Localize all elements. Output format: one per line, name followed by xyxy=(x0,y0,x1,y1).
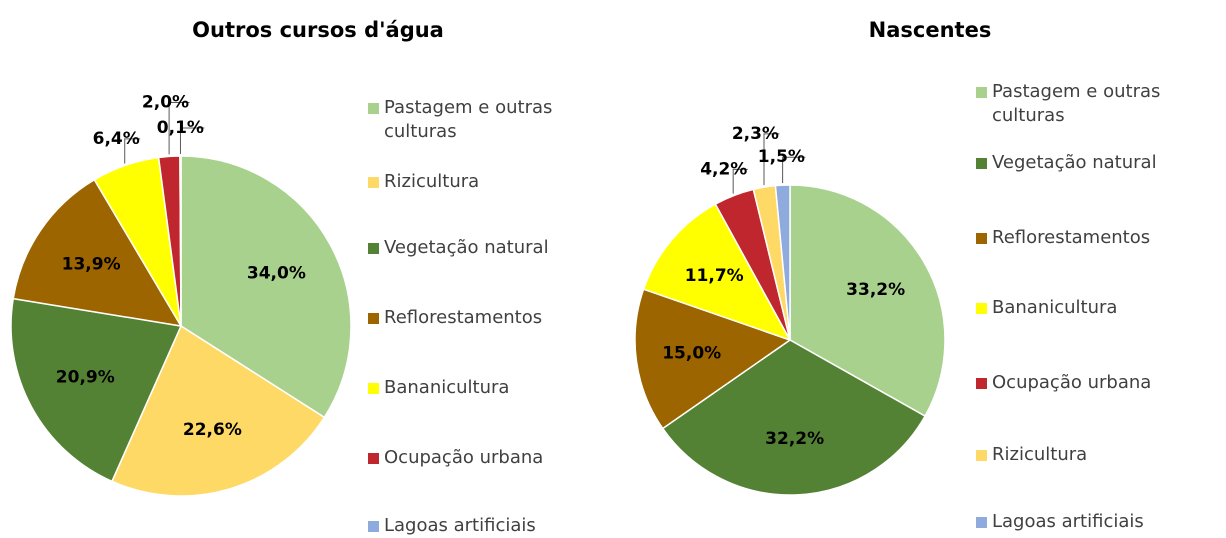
legend-swatch xyxy=(976,158,987,169)
leader-line xyxy=(782,156,806,184)
data-label: 20,9% xyxy=(56,368,115,388)
legend-label: Pastagem e outras culturas xyxy=(384,97,553,142)
legend-entry: Bananicultura xyxy=(368,376,614,400)
pie-slice xyxy=(10,297,183,483)
pie-slice xyxy=(110,324,326,497)
data-label: 2,0% xyxy=(142,93,189,113)
leader-line xyxy=(732,168,748,194)
leader-line xyxy=(763,133,780,186)
data-label: 1,5% xyxy=(758,147,805,167)
data-label: 4,2% xyxy=(700,159,747,179)
legend-entry: Bananicultura xyxy=(976,296,1222,320)
legend-label: Lagoas artificiais xyxy=(384,515,536,536)
legend-entry: Reflorestamentos xyxy=(368,306,614,330)
pie-slice xyxy=(634,288,792,430)
legend-label: Rizicultura xyxy=(992,444,1088,465)
leader-line xyxy=(168,102,190,155)
legend-entry: Lagoas artificiais xyxy=(368,514,614,538)
legend-swatch xyxy=(368,103,379,114)
data-label: 33,2% xyxy=(846,280,905,300)
legend-entry: Ocupação urbana xyxy=(368,446,614,470)
data-label: 0,1% xyxy=(157,118,204,138)
pie-slice xyxy=(642,203,792,342)
pie-slice xyxy=(774,184,791,341)
data-label: 34,0% xyxy=(247,264,306,284)
data-label: 22,6% xyxy=(183,420,242,440)
legend-swatch xyxy=(368,177,379,188)
legend-swatch xyxy=(368,243,379,254)
legend-label: Vegetação natural xyxy=(992,152,1157,173)
legend-swatch xyxy=(976,87,987,98)
legend-entry: Vegetação natural xyxy=(976,151,1222,175)
pie-slice xyxy=(12,178,183,327)
legend-label: Bananicultura xyxy=(992,297,1118,318)
leader-line xyxy=(124,138,141,164)
data-label: 32,2% xyxy=(765,429,824,449)
chart-title: Nascentes xyxy=(868,18,992,42)
chart-title: Outros cursos d'água xyxy=(192,18,444,42)
legend-label: Ocupação urbana xyxy=(992,372,1152,393)
data-label: 15,0% xyxy=(662,344,721,364)
legend-entry: Reflorestamentos xyxy=(976,226,1222,250)
legend-entry: Vegetação natural xyxy=(368,236,614,260)
legend-swatch xyxy=(368,453,379,464)
data-label: 6,4% xyxy=(93,129,140,149)
legend-swatch xyxy=(976,450,987,461)
data-label: 11,7% xyxy=(685,266,744,286)
legend-entry: Lagoas artificiais xyxy=(976,510,1222,534)
legend-label: Reflorestamentos xyxy=(384,307,543,328)
legend-entry: Rizicultura xyxy=(368,170,614,194)
legend-label: Bananicultura xyxy=(384,377,510,398)
legend-swatch xyxy=(368,313,379,324)
legend-swatch xyxy=(976,517,987,528)
legend-label: Rizicultura xyxy=(384,171,480,192)
legend-swatch xyxy=(368,383,379,394)
data-label: 2,3% xyxy=(732,124,779,144)
data-label: 13,9% xyxy=(62,255,121,275)
pie-slice xyxy=(180,155,352,419)
legend-swatch xyxy=(976,303,987,314)
legend-label: Pastagem e outras culturas xyxy=(992,81,1161,126)
legend-swatch xyxy=(976,378,987,389)
legend-label: Reflorestamentos xyxy=(992,227,1151,248)
legend-swatch xyxy=(368,521,379,532)
legend-label: Lagoas artificiais xyxy=(992,511,1144,532)
legend-label: Vegetação natural xyxy=(384,237,549,258)
leader-line xyxy=(179,127,205,155)
pie-slice xyxy=(179,155,182,327)
pie-slice xyxy=(789,184,946,418)
legend-entry: Ocupação urbana xyxy=(976,371,1222,395)
legend-swatch xyxy=(976,233,987,244)
legend-label: Ocupação urbana xyxy=(384,447,544,468)
legend-entry: Rizicultura xyxy=(976,443,1222,467)
pie-slice xyxy=(661,339,927,496)
legend-entry: Pastagem e outras culturas xyxy=(368,96,614,144)
legend-entry: Pastagem e outras culturas xyxy=(976,80,1222,128)
